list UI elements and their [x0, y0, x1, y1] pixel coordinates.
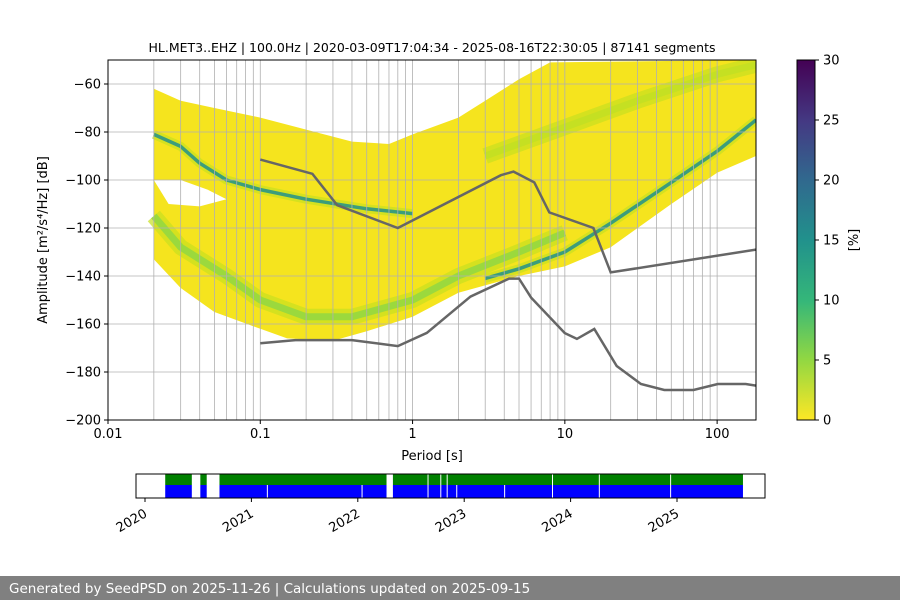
chart-title: HL.MET3..EHZ | 100.0Hz | 2020-03-09T17:0…: [148, 40, 715, 55]
band-high-frequency-line: [153, 132, 413, 216]
colorbar-tick-label: 20: [823, 174, 840, 189]
x-tick-label: 10: [557, 427, 574, 442]
band-microseism: [151, 213, 567, 321]
colorbar-tick-label: 30: [823, 54, 840, 69]
colorbar-ticks: 0 5 10 15 20 25 30: [796, 54, 840, 429]
coverage-green-bar: [165, 474, 743, 485]
timeline-year-label: 2021: [220, 506, 256, 536]
nhnm-line: [259, 158, 756, 274]
x-tick-label: 1: [408, 427, 416, 442]
axes: 0.01 0.1 1 10 100 −200 −180 −160 −140 −120 −100 −80…: [65, 78, 729, 443]
coverage-gap: [191, 474, 201, 498]
plot-frame: [107, 59, 757, 421]
noise-models: [259, 158, 756, 392]
colorbar-tick-label: 10: [823, 294, 840, 309]
footer: Generated by SeedPSD on 2025-11-26 | Cal…: [0, 576, 900, 600]
colorbar: [797, 60, 815, 420]
y-tick-label: −120: [65, 222, 101, 237]
timeline-frame: [135, 473, 766, 499]
timeline-year-label: 2025: [646, 506, 682, 536]
histogram-envelope: [153, 60, 756, 341]
coverage-gap: [206, 474, 220, 498]
grid: [108, 60, 756, 421]
x-tick-label: 0.1: [250, 427, 271, 442]
x-tick-label: 0.01: [94, 427, 123, 442]
timeline-year-label: 2023: [433, 506, 469, 536]
colorbar-label: [%]: [847, 229, 862, 252]
timeline-year-label: 2024: [539, 506, 575, 536]
coverage-blue-bar: [165, 485, 743, 498]
colorbar-tick-label: 15: [823, 234, 840, 249]
nlnm-line: [260, 277, 756, 392]
y-tick-label: −60: [74, 78, 101, 93]
coverage-gap: [386, 474, 393, 498]
timeline-year-label: 2022: [327, 506, 363, 536]
histogram-layer: [147, 60, 756, 341]
y-tick-label: −80: [74, 126, 101, 141]
x-tick-label: 100: [705, 427, 730, 442]
y-tick-label: −100: [65, 174, 101, 189]
colorbar-tick-label: 0: [823, 414, 831, 429]
histogram-gap: [153, 180, 227, 207]
y-axis-label: Amplitude [m²/s⁴/Hz] [dB]: [36, 156, 51, 324]
y-tick-label: −140: [65, 270, 101, 285]
colorbar-tick-label: 5: [823, 354, 831, 369]
y-tick-label: −200: [65, 414, 101, 429]
x-axis-label: Period [s]: [401, 449, 463, 464]
data-coverage-timeline: 2020 2021 2022 2023 2024 2025: [114, 473, 766, 536]
y-tick-label: −160: [65, 318, 101, 333]
colorbar-tick-label: 25: [823, 114, 840, 129]
timeline-year-label: 2020: [114, 506, 150, 536]
y-tick-label: −180: [65, 366, 101, 381]
